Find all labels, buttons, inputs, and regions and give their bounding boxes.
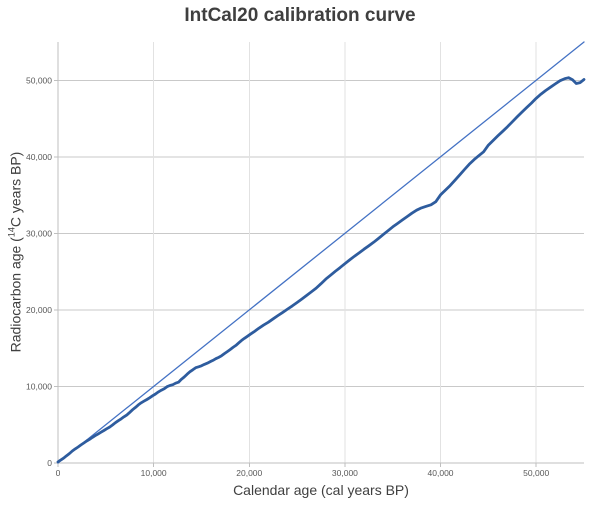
x-tick-label: 0 [56,468,61,478]
x-tick-label: 10,000 [141,468,167,478]
x-tick-label: 30,000 [332,468,358,478]
x-axis-title: Calendar age (cal years BP) [233,482,409,498]
y-tick-label: 40,000 [26,152,52,162]
y-tick-label: 0 [47,458,52,468]
x-tick-label: 50,000 [523,468,549,478]
chart-title: IntCal20 calibration curve [184,5,416,26]
y-axis-title: Radiocarbon age (14C years BP) [7,152,24,353]
one-to-one-reference-line [57,41,585,464]
y-tick-label: 50,000 [26,75,52,85]
y-tick-label: 10,000 [26,381,52,391]
y-tick-label: 20,000 [26,305,52,315]
y-axis-title-superscript: 14 [6,227,17,238]
y-axis-title-suffix: C years BP) [7,151,24,228]
x-tick-label: 40,000 [428,468,454,478]
calibration-curve-line [56,76,586,464]
y-axis-title-prefix: Radiocarbon age ( [7,237,24,353]
y-tick-label: 30,000 [26,228,52,238]
x-tick-label: 20,000 [236,468,262,478]
